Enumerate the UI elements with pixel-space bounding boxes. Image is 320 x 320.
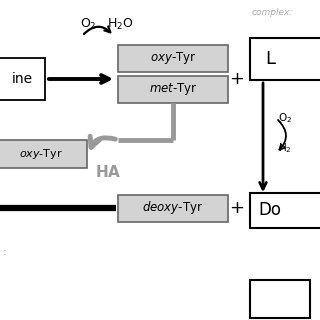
FancyBboxPatch shape — [250, 280, 310, 318]
FancyBboxPatch shape — [0, 58, 45, 100]
Text: +: + — [229, 70, 244, 88]
Text: H$_2$O: H$_2$O — [107, 16, 133, 32]
Text: Do: Do — [259, 201, 282, 219]
Text: complex:: complex: — [252, 8, 293, 17]
FancyBboxPatch shape — [0, 140, 87, 168]
FancyBboxPatch shape — [250, 38, 320, 80]
Text: :: : — [3, 247, 7, 257]
Text: L: L — [265, 50, 275, 68]
FancyBboxPatch shape — [118, 45, 228, 72]
Text: $\bf{HA}$: $\bf{HA}$ — [95, 164, 121, 180]
Text: $\mathit{oxy}$-Tyr: $\mathit{oxy}$-Tyr — [150, 50, 196, 66]
FancyBboxPatch shape — [250, 193, 320, 228]
Text: O$_2$: O$_2$ — [80, 16, 96, 32]
Text: ine: ine — [12, 72, 33, 86]
Text: $\mathit{met}$-Tyr: $\mathit{met}$-Tyr — [149, 81, 197, 97]
FancyBboxPatch shape — [118, 195, 228, 222]
FancyBboxPatch shape — [118, 76, 228, 103]
Text: $\mathit{oxy}$-Tyr: $\mathit{oxy}$-Tyr — [19, 147, 63, 161]
Text: +: + — [229, 199, 244, 217]
Text: $\mathit{deoxy}$-Tyr: $\mathit{deoxy}$-Tyr — [142, 199, 204, 217]
Text: O$_2$: O$_2$ — [278, 111, 292, 125]
Text: H$_2$: H$_2$ — [278, 141, 292, 155]
